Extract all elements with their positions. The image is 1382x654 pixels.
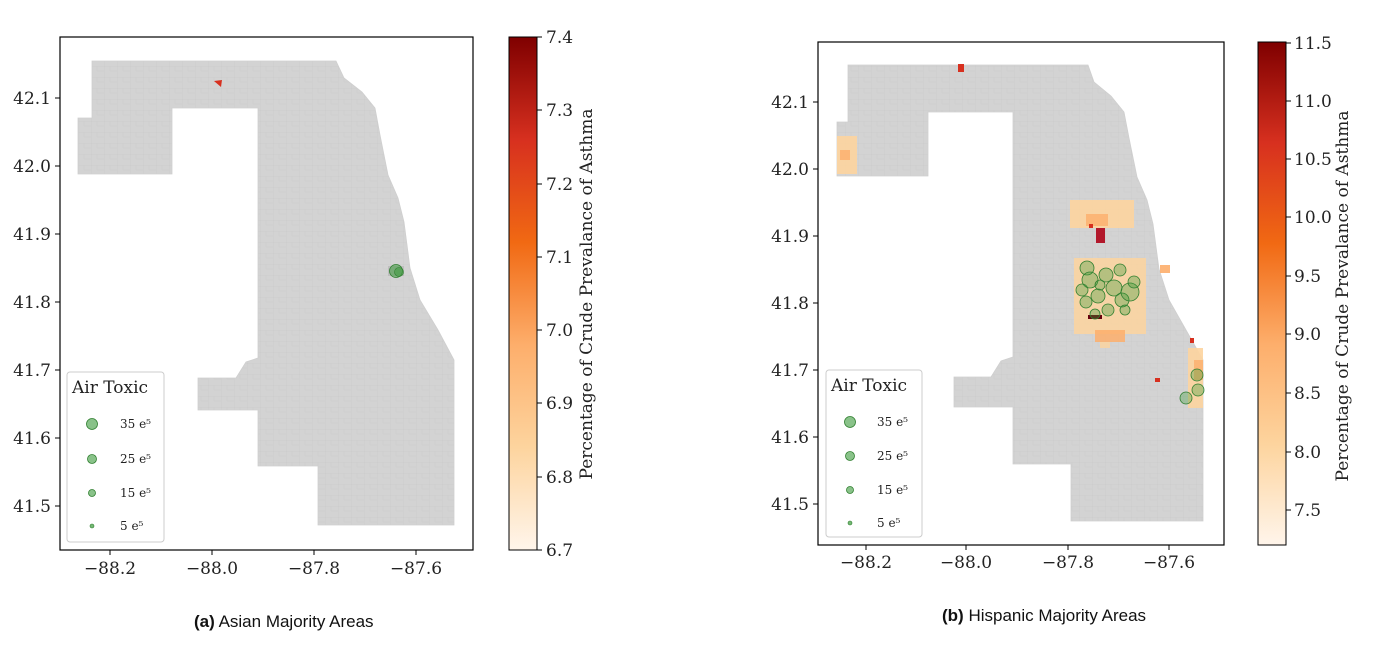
y-tick-label: 41.7 bbox=[771, 361, 809, 381]
colorbar-tick-label: 6.8 bbox=[546, 468, 573, 488]
panel-b: 42.1 42.0 41.9 41.8 41.7 41.6 41.5 −88.2… bbox=[771, 34, 1353, 573]
colorbar-b: 11.5 11.0 10.5 10.0 9.5 9.0 8.5 8.0 7.5 … bbox=[1257, 34, 1353, 546]
legend-label: 35 e⁵ bbox=[877, 415, 908, 429]
legend-a: Air Toxic 35 e⁵ 25 e⁵ 15 e⁵ 5 e⁵ bbox=[66, 371, 165, 543]
county-shape-b bbox=[836, 64, 1204, 522]
colorbar-tick-label: 11.5 bbox=[1294, 34, 1332, 54]
legend-title: Air Toxic bbox=[830, 376, 907, 396]
caption-a: (a) Asian Majority Areas bbox=[194, 612, 374, 632]
panel-a: 42.1 42.0 41.9 41.8 41.7 41.6 41.5 −88.2… bbox=[13, 28, 597, 579]
legend-marker bbox=[847, 520, 853, 526]
colorbar-a: 7.4 7.3 7.2 7.1 7.0 6.9 6.8 6.7 Percenta… bbox=[508, 28, 597, 561]
x-tick-label: −88.2 bbox=[84, 559, 136, 579]
legend-label: 5 e⁵ bbox=[120, 519, 144, 533]
colorbar-tick-label: 7.0 bbox=[546, 321, 573, 341]
y-tick-label: 41.5 bbox=[771, 495, 809, 515]
y-tick-label: 41.9 bbox=[771, 227, 809, 247]
y-tick-label: 42.1 bbox=[771, 93, 809, 113]
y-tick-label: 41.5 bbox=[13, 497, 51, 517]
x-tick-label: −87.6 bbox=[1143, 553, 1195, 573]
y-tick-label: 41.8 bbox=[771, 294, 809, 314]
colorbar-tick-label: 7.5 bbox=[1294, 501, 1321, 521]
y-tick-label: 42.0 bbox=[13, 157, 51, 177]
y-tick-label: 41.6 bbox=[13, 429, 51, 449]
x-tick-label: −87.8 bbox=[1042, 553, 1094, 573]
x-tick-label: −87.8 bbox=[288, 559, 340, 579]
y-tick-label: 42.1 bbox=[13, 89, 51, 109]
legend-label: 35 e⁵ bbox=[120, 417, 151, 431]
colorbar-label: Percentage of Crude Prevalance of Asthma bbox=[577, 109, 597, 480]
colorbar-tick-label: 9.0 bbox=[1294, 325, 1321, 345]
colorbar-tick-label: 8.5 bbox=[1294, 384, 1321, 404]
colorbar-tick-label: 7.3 bbox=[546, 101, 573, 121]
y-tick-label: 41.7 bbox=[13, 361, 51, 381]
colorbar-tick-label: 10.5 bbox=[1294, 150, 1332, 170]
colorbar-tick-label: 7.1 bbox=[546, 248, 573, 268]
toxic-marker-a2 bbox=[394, 267, 404, 277]
x-axis-b: −88.2 −88.0 −87.8 −87.6 bbox=[840, 545, 1195, 573]
colorbar-tick-label: 7.2 bbox=[546, 175, 573, 195]
legend-marker bbox=[86, 418, 98, 430]
legend-title: Air Toxic bbox=[71, 378, 148, 398]
county-shape-a bbox=[77, 60, 455, 526]
x-tick-label: −88.2 bbox=[840, 553, 892, 573]
colorbar-tick-label: 10.0 bbox=[1294, 208, 1332, 228]
y-axis-b: 42.1 42.0 41.9 41.8 41.7 41.6 41.5 bbox=[771, 93, 818, 515]
legend-label: 25 e⁵ bbox=[120, 452, 151, 466]
x-tick-label: −88.0 bbox=[940, 553, 992, 573]
legend-marker bbox=[845, 451, 855, 461]
legend-marker bbox=[844, 416, 856, 428]
toxic-markers-b bbox=[1075, 260, 1205, 405]
x-tick-label: −87.6 bbox=[390, 559, 442, 579]
legend-marker bbox=[88, 489, 96, 497]
caption-text: Asian Majority Areas bbox=[214, 612, 374, 631]
y-tick-label: 41.6 bbox=[771, 428, 809, 448]
legend-label: 15 e⁵ bbox=[877, 483, 908, 497]
y-tick-label: 42.0 bbox=[771, 160, 809, 180]
legend-label: 5 e⁵ bbox=[877, 516, 901, 530]
y-tick-label: 41.8 bbox=[13, 293, 51, 313]
legend-marker bbox=[89, 523, 95, 529]
legend-b: Air Toxic 35 e⁵ 25 e⁵ 15 e⁵ 5 e⁵ bbox=[825, 369, 923, 538]
caption-b: (b) Hispanic Majority Areas bbox=[942, 606, 1146, 626]
y-tick-label: 41.9 bbox=[13, 225, 51, 245]
caption-text: Hispanic Majority Areas bbox=[963, 606, 1147, 625]
colorbar-tick-label: 11.0 bbox=[1294, 92, 1332, 112]
asthma-tract-north bbox=[214, 80, 222, 87]
legend-label: 15 e⁵ bbox=[120, 486, 151, 500]
legend-marker bbox=[846, 486, 854, 494]
caption-tag: (b) bbox=[942, 606, 964, 625]
y-axis-a: 42.1 42.0 41.9 41.8 41.7 41.6 41.5 bbox=[13, 89, 60, 517]
colorbar-tick-label: 9.5 bbox=[1294, 267, 1321, 287]
x-axis-a: −88.2 −88.0 −87.8 −87.6 bbox=[84, 550, 442, 579]
colorbar-tick-label: 6.7 bbox=[546, 541, 573, 561]
colorbar-tick-label: 7.4 bbox=[546, 28, 573, 48]
colorbar-tick-label: 6.9 bbox=[546, 394, 573, 414]
caption-tag: (a) bbox=[194, 612, 215, 631]
colorbar-label: Percentage of Crude Prevalance of Asthma bbox=[1333, 111, 1353, 482]
x-tick-label: −88.0 bbox=[186, 559, 238, 579]
legend-label: 25 e⁵ bbox=[877, 449, 908, 463]
legend-marker bbox=[87, 454, 97, 464]
colorbar-tick-label: 8.0 bbox=[1294, 443, 1321, 463]
